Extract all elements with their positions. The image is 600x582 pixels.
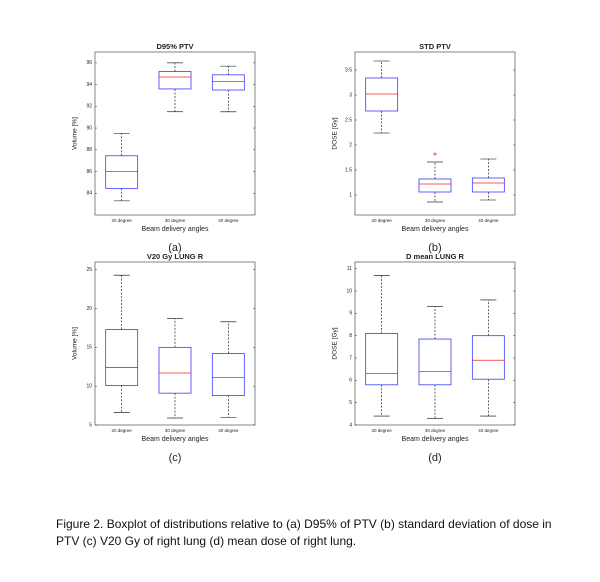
- caption: Figure 2. Boxplot of distributions relat…: [56, 517, 552, 548]
- y-tick-label: 9: [349, 311, 352, 317]
- y-tick-label: 84: [86, 191, 92, 197]
- y-tick-label: 20: [86, 306, 92, 312]
- y-tick-label: 86: [86, 169, 92, 175]
- box: [211, 353, 245, 396]
- y-tick-label: 2: [349, 142, 352, 148]
- x-tick-label: 20 degree: [372, 428, 393, 433]
- box: [158, 346, 192, 394]
- x-tick-label: 30 degree: [165, 428, 186, 433]
- x-axis-label: Beam delivery angles: [402, 436, 469, 443]
- y-tick-label: 5: [349, 400, 352, 406]
- x-tick-label: 20 degree: [372, 218, 393, 223]
- chart-title: D mean LUNG R: [406, 252, 465, 261]
- x-axis-label: Beam delivery angles: [142, 226, 209, 233]
- y-tick-label: 10: [86, 384, 92, 390]
- outlier: [433, 152, 437, 156]
- x-tick-label: 40 degree: [218, 218, 239, 223]
- box: [105, 329, 139, 386]
- y-axis-label: Volume [%]: [72, 117, 79, 150]
- panel-label: (c): [169, 452, 182, 464]
- y-tick-label: 92: [86, 104, 92, 110]
- box: [365, 333, 399, 386]
- x-axis-label: Beam delivery angles: [402, 226, 469, 233]
- box: [471, 335, 505, 380]
- plot-area: [354, 51, 516, 216]
- box: [418, 338, 452, 386]
- box: [158, 71, 192, 90]
- y-tick-label: 10: [346, 288, 352, 294]
- y-tick-label: 4: [349, 422, 352, 428]
- y-tick-label: 8: [349, 333, 352, 339]
- y-tick-label: 7: [349, 355, 352, 361]
- y-tick-label: 1: [349, 192, 352, 198]
- panel-label: (d): [428, 452, 441, 464]
- x-tick-label: 40 degree: [478, 218, 499, 223]
- x-axis-label: Beam delivery angles: [142, 436, 209, 443]
- y-tick-label: 96: [86, 60, 92, 66]
- y-axis-label: Volume [%]: [72, 327, 79, 360]
- box: [365, 77, 399, 112]
- y-tick-label: 2.5: [345, 117, 352, 123]
- y-tick-label: 3.5: [345, 67, 352, 73]
- chart-title: STD PTV: [419, 42, 451, 51]
- x-tick-label: 40 degree: [218, 428, 239, 433]
- x-tick-label: 20 degree: [112, 218, 133, 223]
- y-axis-label: DOSE [Gy]: [332, 327, 339, 359]
- chart-title: D95% PTV: [156, 42, 193, 51]
- y-tick-label: 1.5: [345, 167, 352, 173]
- x-tick-label: 30 degree: [425, 218, 446, 223]
- y-tick-label: 11: [347, 266, 352, 272]
- x-tick-label: 20 degree: [112, 428, 133, 433]
- y-tick-label: 94: [86, 82, 92, 88]
- box: [211, 74, 245, 91]
- y-tick-label: 3: [349, 92, 352, 98]
- y-tick-label: 6: [349, 378, 352, 384]
- y-tick-label: 5: [89, 422, 92, 428]
- box: [105, 155, 139, 189]
- x-tick-label: 40 degree: [478, 428, 499, 433]
- y-tick-label: 88: [86, 147, 92, 153]
- chart-title: V20 Gy LUNG R: [147, 252, 204, 261]
- y-axis-label: DOSE [Gy]: [332, 117, 339, 149]
- y-tick-label: 15: [86, 345, 92, 351]
- box: [418, 178, 452, 193]
- y-tick-label: 25: [86, 267, 92, 273]
- x-tick-label: 30 degree: [165, 218, 186, 223]
- y-tick-label: 90: [86, 125, 92, 131]
- panel-label: (a): [168, 242, 181, 254]
- box: [471, 177, 505, 193]
- panel-label: (b): [428, 242, 441, 254]
- x-tick-label: 30 degree: [425, 428, 446, 433]
